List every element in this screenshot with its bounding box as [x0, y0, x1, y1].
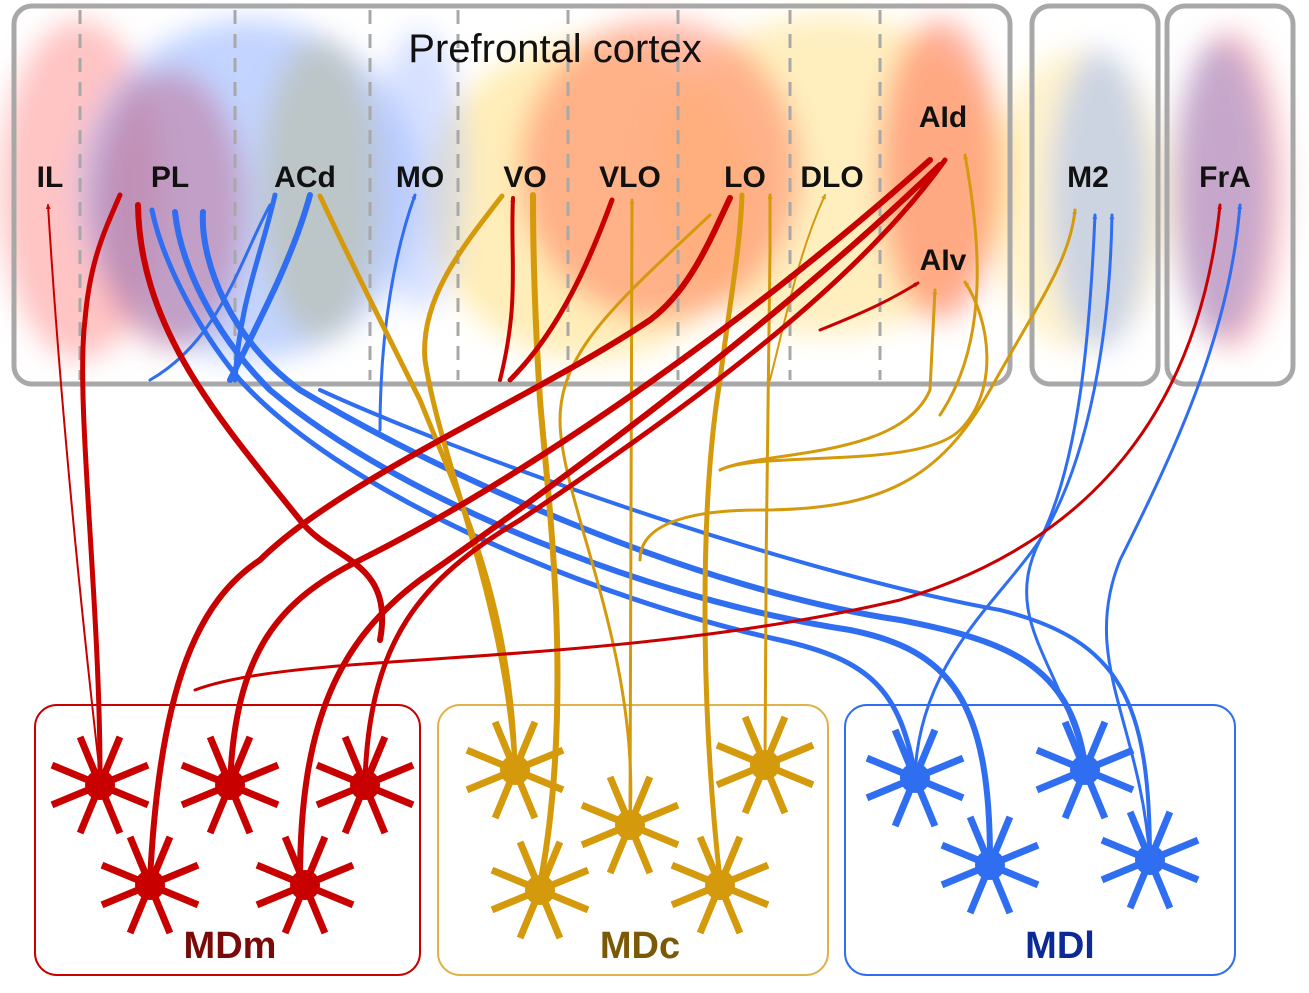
mdm-neuron-1: [50, 735, 150, 835]
mdc-neuron-1: [465, 720, 565, 820]
region-label-aiv: AIv: [920, 244, 967, 277]
region-label-pl: PL: [151, 161, 189, 194]
prefrontal-cortex-title: Prefrontal cortex: [408, 27, 701, 71]
region-label-m2: M2: [1067, 161, 1109, 194]
mdm-neuron-4: [100, 835, 200, 935]
region-label-il: IL: [37, 161, 64, 194]
region-labels: IL PL ACd MO VO VLO LO DLO AId AIv M2 Fr…: [37, 101, 1251, 277]
nucleus-labels: MDm MDc MDl: [184, 925, 1095, 967]
region-label-mo: MO: [396, 161, 444, 194]
mdc-box: [437, 704, 829, 976]
mdl-neuron-3: [940, 815, 1040, 915]
region-label-acd: ACd: [274, 161, 336, 194]
mdm-neuron-2: [180, 735, 280, 835]
mdc-axons: [317, 153, 1078, 888]
mdl-axons: [148, 192, 1243, 863]
mdm-neuron-5: [255, 835, 355, 935]
mdm-neuron-3: [315, 735, 415, 835]
mdm-box: [34, 704, 421, 976]
mdl-neuron-2: [1035, 720, 1135, 820]
region-label-fra: FrA: [1199, 161, 1251, 194]
region-label-vo: VO: [503, 161, 546, 194]
mdc-neuron-5: [670, 835, 770, 935]
mdl-neuron-4: [1100, 810, 1200, 910]
mdm-axons: [45, 157, 1223, 883]
region-label-aid: AId: [919, 101, 967, 134]
region-label-lo: LO: [724, 161, 766, 194]
mdc-neuron-4: [490, 840, 590, 940]
region-label-vlo: VLO: [599, 161, 661, 194]
nucleus-label-mdm: MDm: [184, 925, 277, 967]
nucleus-label-mdl: MDl: [1025, 925, 1095, 967]
region-label-dlo: DLO: [800, 161, 863, 194]
mdc-neuron-2: [580, 775, 680, 875]
mdl-neurons: [865, 720, 1200, 915]
mdc-neurons: [465, 715, 815, 940]
cortex-frames: [11, 3, 1296, 387]
mdl-box: [844, 704, 1236, 976]
mdl-neuron-1: [865, 728, 965, 828]
mdm-neurons: [50, 735, 415, 935]
nucleus-label-mdc: MDc: [600, 925, 680, 967]
prefrontal-cortex-box: [11, 3, 1013, 387]
mdc-neuron-3: [715, 715, 815, 815]
nucleus-frames: [34, 704, 1236, 976]
fra-box: [1164, 3, 1296, 387]
